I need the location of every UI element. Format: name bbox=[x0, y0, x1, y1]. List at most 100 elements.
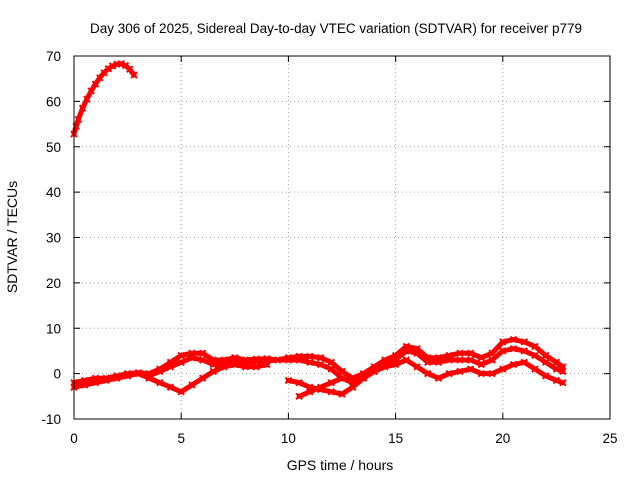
data-point bbox=[306, 388, 314, 396]
data-point bbox=[477, 369, 486, 378]
data-point bbox=[327, 365, 335, 373]
data-point bbox=[509, 335, 518, 344]
data-point bbox=[552, 358, 561, 366]
x-tick-label: 0 bbox=[70, 431, 78, 446]
data-point bbox=[541, 358, 550, 366]
x-tick-label: 10 bbox=[281, 431, 296, 446]
data-point bbox=[177, 358, 185, 366]
data-point bbox=[134, 369, 143, 378]
data-point bbox=[488, 356, 496, 364]
data-point bbox=[413, 363, 421, 371]
data-point bbox=[188, 354, 196, 362]
data-point bbox=[316, 360, 325, 369]
data-point bbox=[402, 356, 411, 364]
data-point bbox=[520, 358, 528, 366]
data-point bbox=[359, 374, 368, 382]
y-tick-label: -10 bbox=[41, 412, 61, 427]
data-point bbox=[466, 349, 475, 357]
data-point bbox=[424, 358, 432, 366]
data-point bbox=[117, 60, 125, 68]
data-point bbox=[295, 378, 303, 387]
y-tick-label: 0 bbox=[53, 367, 61, 382]
data-point bbox=[284, 376, 293, 385]
data-point bbox=[209, 367, 218, 376]
data-point bbox=[91, 378, 100, 387]
y-axis-label: SDTVAR / TECUs bbox=[4, 181, 20, 293]
data-point bbox=[91, 80, 100, 88]
data-point bbox=[531, 365, 539, 373]
data-point bbox=[370, 367, 378, 376]
data-point bbox=[156, 367, 164, 376]
data-point bbox=[284, 356, 293, 364]
data-point bbox=[104, 64, 113, 73]
data-point bbox=[520, 338, 528, 346]
data-point bbox=[306, 358, 314, 366]
x-axis-label: GPS time / hours bbox=[287, 457, 394, 473]
x-tick-label: 20 bbox=[495, 431, 510, 446]
plot-data bbox=[70, 60, 567, 401]
data-point bbox=[83, 95, 91, 103]
data-point bbox=[509, 344, 518, 353]
data-point bbox=[541, 351, 550, 360]
data-point bbox=[316, 354, 325, 362]
data-point bbox=[130, 71, 138, 79]
data-point bbox=[74, 115, 82, 124]
data-point bbox=[499, 365, 507, 373]
data-point bbox=[316, 383, 325, 391]
data-point bbox=[306, 352, 314, 361]
data-point bbox=[166, 383, 175, 391]
data-point bbox=[559, 378, 567, 387]
data-point bbox=[273, 356, 282, 364]
data-point bbox=[402, 347, 411, 355]
data-point bbox=[499, 347, 507, 355]
data-point bbox=[520, 347, 528, 355]
data-point bbox=[327, 388, 335, 396]
data-point bbox=[477, 360, 486, 369]
data-point bbox=[102, 376, 110, 385]
data-point bbox=[295, 392, 303, 401]
data-point bbox=[552, 365, 561, 373]
data-point bbox=[552, 376, 561, 385]
data-point bbox=[499, 338, 507, 346]
data-point bbox=[434, 358, 443, 366]
data-point bbox=[177, 351, 185, 360]
chart-title: Day 306 of 2025, Sidereal Day-to-day VTE… bbox=[90, 21, 582, 36]
data-point bbox=[413, 349, 421, 357]
y-tick-label: 50 bbox=[46, 140, 61, 155]
x-tick-label: 15 bbox=[388, 431, 403, 446]
y-tick-label: 20 bbox=[46, 276, 61, 291]
data-point bbox=[509, 360, 518, 369]
y-tick-label: 60 bbox=[46, 94, 61, 109]
data-point bbox=[241, 363, 250, 371]
data-point bbox=[488, 369, 496, 378]
data-point bbox=[198, 374, 207, 382]
data-point bbox=[477, 354, 486, 362]
data-point bbox=[456, 367, 464, 376]
data-point bbox=[456, 356, 464, 364]
data-point bbox=[466, 356, 475, 364]
y-tick-label: 30 bbox=[46, 231, 61, 246]
data-point bbox=[338, 374, 346, 382]
data-point bbox=[252, 357, 260, 366]
data-point bbox=[156, 378, 164, 387]
series-line bbox=[71, 61, 137, 137]
data-point bbox=[126, 65, 134, 73]
data-point bbox=[531, 342, 539, 351]
data-point bbox=[434, 374, 443, 382]
data-point bbox=[145, 374, 153, 382]
data-point bbox=[198, 356, 207, 364]
y-tick-label: 40 bbox=[46, 185, 61, 200]
data-point bbox=[466, 365, 475, 373]
data-point bbox=[123, 372, 132, 380]
data-point bbox=[559, 367, 567, 376]
data-point bbox=[81, 381, 89, 389]
data-point bbox=[327, 378, 335, 387]
data-point bbox=[188, 381, 196, 389]
data-point bbox=[424, 369, 432, 378]
data-point bbox=[209, 360, 218, 369]
data-point bbox=[108, 62, 117, 70]
data-point bbox=[381, 363, 389, 371]
data-point bbox=[177, 388, 185, 396]
data-point bbox=[338, 390, 346, 398]
